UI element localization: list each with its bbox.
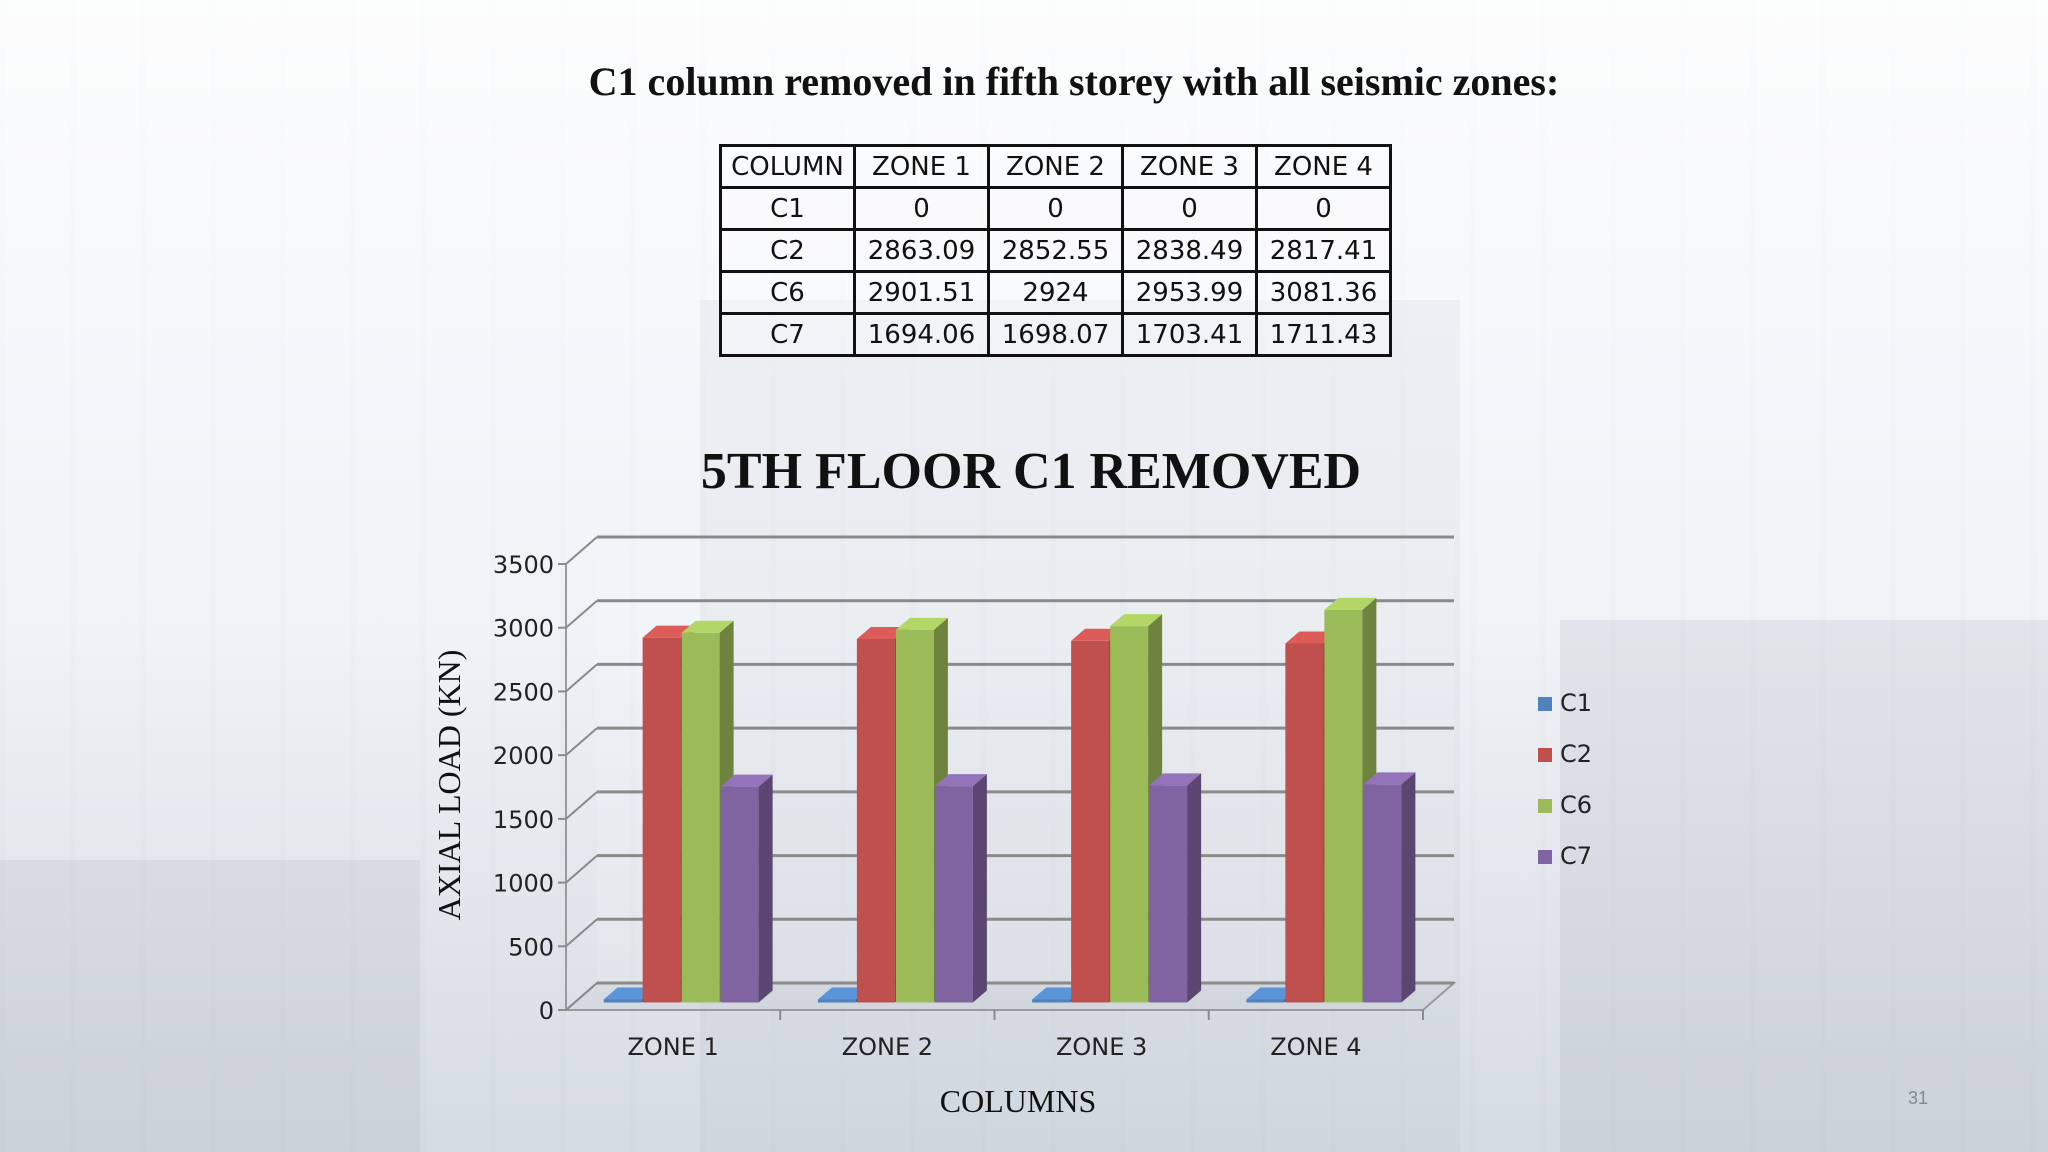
gridline-depth [565,854,598,884]
chart-back-wall [597,537,1454,983]
legend-label-C7: C7 [1560,842,1592,870]
bar-C1-3 [1246,999,1285,1003]
table-cell: C7 [719,312,856,357]
bar-C2-2 [1071,640,1110,1003]
table-cell: 1694.06 [853,312,990,357]
background-building-right [1560,620,2048,1152]
bar-C6-1 [895,629,934,1003]
x-tick-label: ZONE 3 [1056,1033,1147,1061]
legend-label-C2: C2 [1560,740,1592,768]
bar-C7-0 [720,786,759,1003]
legend-swatch-C1 [1538,697,1552,711]
table-header-cell: ZONE 1 [853,144,990,189]
table-row: C6 2901.51 2924 2953.99 3081.36 [719,270,1392,315]
bar-side [1401,772,1416,1003]
bar-C6-0 [681,632,720,1003]
bar-C7-3 [1363,784,1402,1003]
table-cell: 0 [1255,186,1392,231]
x-tick-label: ZONE 2 [842,1033,933,1061]
table-cell: 2838.49 [1121,228,1258,273]
y-tick-label: 2500 [493,678,554,706]
y-tick-label: 1500 [493,806,554,834]
gridline-depth [565,599,598,629]
x-tick-label: ZONE 1 [627,1033,718,1061]
x-tick-label: ZONE 4 [1270,1033,1361,1061]
table-cell: C1 [719,186,856,231]
bar-C7-2 [1149,785,1188,1003]
bar-C2-0 [642,637,681,1003]
table-header-cell: ZONE 2 [987,144,1124,189]
table-header-cell: COLUMN [719,144,856,189]
bar-C1-0 [603,999,642,1003]
bar-C1-2 [1032,999,1071,1003]
slide-heading: C1 column removed in fifth storey with a… [588,59,1560,104]
bar-top [681,620,734,633]
table-row: C7 1694.06 1698.07 1703.41 1711.43 [719,312,1392,357]
bar-top [720,774,773,787]
table-header-cell: ZONE 3 [1121,144,1258,189]
gridline-depth [565,536,598,565]
bar-C2-1 [856,639,895,1003]
y-tick-label: 1000 [493,870,554,898]
table-cell: 2924 [987,270,1124,315]
table-cell: 1711.43 [1255,312,1392,357]
bar-top [1149,773,1202,786]
y-tick-label: 3500 [493,551,554,579]
bar-side [972,774,987,1003]
table-cell: 0 [853,186,990,231]
y-tick-label: 500 [508,933,554,961]
gridline-depth [565,663,598,693]
table-cell: 2901.51 [853,270,990,315]
table-cell: 1703.41 [1121,312,1258,357]
table-cell: 0 [1121,186,1258,231]
table-cell: 1698.07 [987,312,1124,357]
table-cell: 2863.09 [853,228,990,273]
gridline-depth [565,982,598,1011]
gridline-depth [565,791,598,820]
table-cell: C6 [719,270,856,315]
table-cell: 2852.55 [987,228,1124,273]
table-cell: 3081.36 [1255,270,1392,315]
bar-C2-3 [1285,643,1324,1003]
bar-C1-1 [817,999,856,1003]
bar-C6-3 [1324,609,1363,1003]
table-row: C2 2863.09 2852.55 2838.49 2817.41 [719,228,1392,273]
legend-label-C6: C6 [1560,791,1592,819]
bar-top [895,617,948,630]
legend-swatch-C7 [1538,850,1552,864]
bar-top [934,774,987,787]
bar-top [1363,772,1416,785]
chart-title: 5TH FLOOR C1 REMOVED [700,443,1362,500]
bar-top [1324,597,1377,610]
legend-label-C1: C1 [1560,689,1592,717]
bar-side [1187,773,1202,1003]
gridline-depth [565,918,598,948]
table-cell: 2817.41 [1255,228,1392,273]
bar-side [758,774,773,1003]
y-tick-label: 2000 [493,742,554,770]
y-tick-label: 0 [539,997,554,1025]
table-header-cell: ZONE 4 [1255,144,1392,189]
table-cell: 2953.99 [1121,270,1258,315]
background-building-left [0,860,420,1152]
y-tick-label: 3000 [493,615,554,643]
page-number: 31 [1908,1088,1929,1108]
bar-top [1110,614,1163,627]
legend-swatch-C6 [1538,799,1552,813]
bar-C7-1 [934,786,973,1003]
bar-C6-2 [1110,626,1149,1003]
gridline-depth [565,727,598,756]
axial-load-table: COLUMN ZONE 1 ZONE 2 ZONE 3 ZONE 4 C1 0 … [719,144,1392,357]
y-axis-title: AXIAL LOAD (KN) [431,650,467,921]
table-header-row: COLUMN ZONE 1 ZONE 2 ZONE 3 ZONE 4 [719,144,1392,189]
table-cell: 0 [987,186,1124,231]
x-axis-title: COLUMNS [940,1083,1096,1119]
table-cell: C2 [719,228,856,273]
legend-swatch-C2 [1538,748,1552,762]
table-row: C1 0 0 0 0 [719,186,1392,231]
